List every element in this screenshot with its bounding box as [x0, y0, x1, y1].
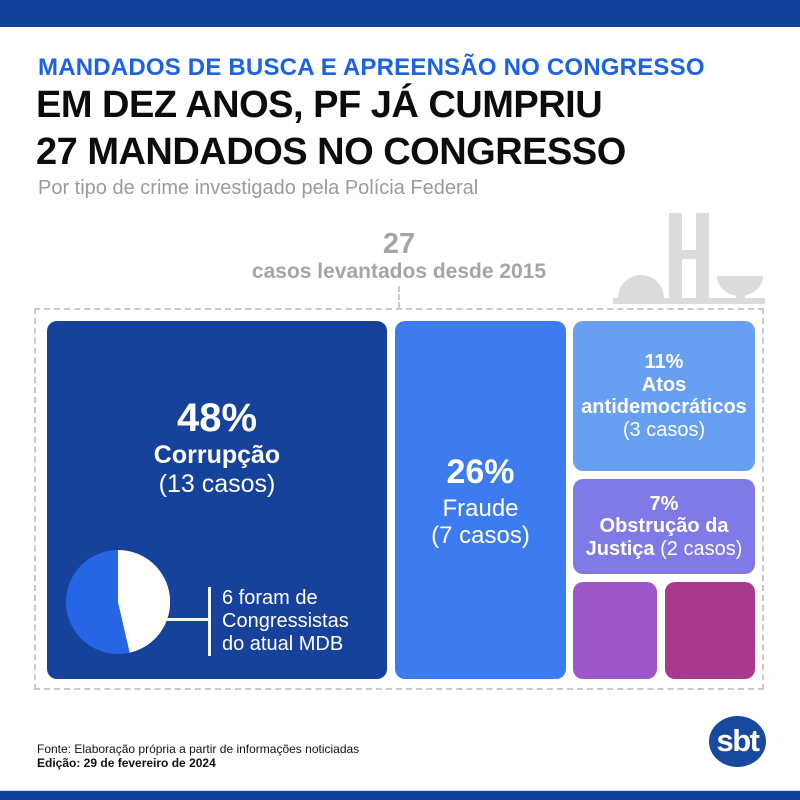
kicker: MANDADOS DE BUSCA E APREENSÃO NO CONGRES… — [38, 54, 705, 81]
sbt-logo: sbt — [709, 716, 766, 767]
segment-percent: 11% — [644, 351, 684, 373]
bottom-accent-bar — [0, 790, 800, 800]
title-line-1: EM DEZ ANOS, PF JÁ CUMPRIU — [36, 84, 603, 126]
total-number: 27 — [382, 228, 416, 260]
total-label: casos levantados desde 2015 — [251, 260, 547, 283]
segment-percent: 26% — [446, 452, 515, 491]
pie-annotation-line-1: 6 foram de — [222, 587, 318, 609]
treemap-segment-small-2 — [665, 582, 755, 679]
segment-name-line-1: Obstrução da — [599, 515, 729, 538]
pie-annotation-line-3: do atual MDB — [222, 633, 344, 655]
total-callout: 27 casos levantados desde 2015 — [0, 228, 798, 284]
segment-cases: (3 casos) — [622, 418, 706, 441]
footer-source-block: Fonte: Elaboração própria a partir de in… — [37, 742, 359, 770]
treemap-segment-corrupcao: 48% Corrupção (13 casos) 6 foram de Cong… — [47, 321, 387, 679]
pie-annotation: 6 foram de Congressistas do atual MDB — [222, 587, 349, 656]
treemap-segment-small-1 — [573, 582, 657, 679]
mdb-share-pie-chart — [66, 550, 170, 654]
treemap-segment-obstrucao-da-justica: 7% Obstrução da Justiça (2 casos) — [573, 479, 755, 574]
callout-connector-line — [398, 286, 400, 308]
edition-line: Edição: 29 de fevereiro de 2024 — [37, 756, 216, 770]
pie-connector-horizontal — [166, 618, 208, 621]
title-line-2: 27 MANDADOS NO CONGRESSO — [36, 131, 626, 173]
segment-percent: 48% — [176, 395, 258, 440]
source-line: Fonte: Elaboração própria a partir de in… — [37, 742, 360, 756]
segment-percent: 7% — [649, 492, 679, 515]
segment-cases: (7 casos) — [431, 521, 530, 549]
segment-cases: (13 casos) — [158, 469, 276, 498]
segment-label-block: 48% Corrupção (13 casos) — [154, 395, 280, 498]
sbt-logo-text: sbt — [716, 722, 761, 758]
segment-name-line-2: antidemocráticos — [581, 396, 747, 418]
treemap-segment-atos-antidemocraticos: 11% Atos antidemocráticos (3 casos) — [573, 321, 755, 471]
pie-annotation-line-2: Congressistas — [222, 610, 349, 632]
segment-cases: (2 casos) — [660, 537, 743, 560]
segment-name: Fraude — [442, 494, 519, 522]
congress-building-icon — [613, 213, 765, 304]
top-accent-bar — [0, 0, 800, 27]
segment-name-line-2: Justiça (2 casos) — [586, 538, 743, 561]
segment-name-line-1: Atos — [641, 373, 687, 396]
page-title: EM DEZ ANOS, PF JÁ CUMPRIU 27 MANDADOS N… — [36, 82, 626, 176]
pie-connector-vertical — [208, 587, 211, 656]
segment-name-bold: Justiça — [585, 537, 655, 560]
subtitle: Por tipo de crime investigado pela Políc… — [38, 177, 479, 199]
treemap-segment-fraude: 26% Fraude (7 casos) — [395, 321, 566, 679]
segment-name: Corrupção — [153, 440, 281, 469]
